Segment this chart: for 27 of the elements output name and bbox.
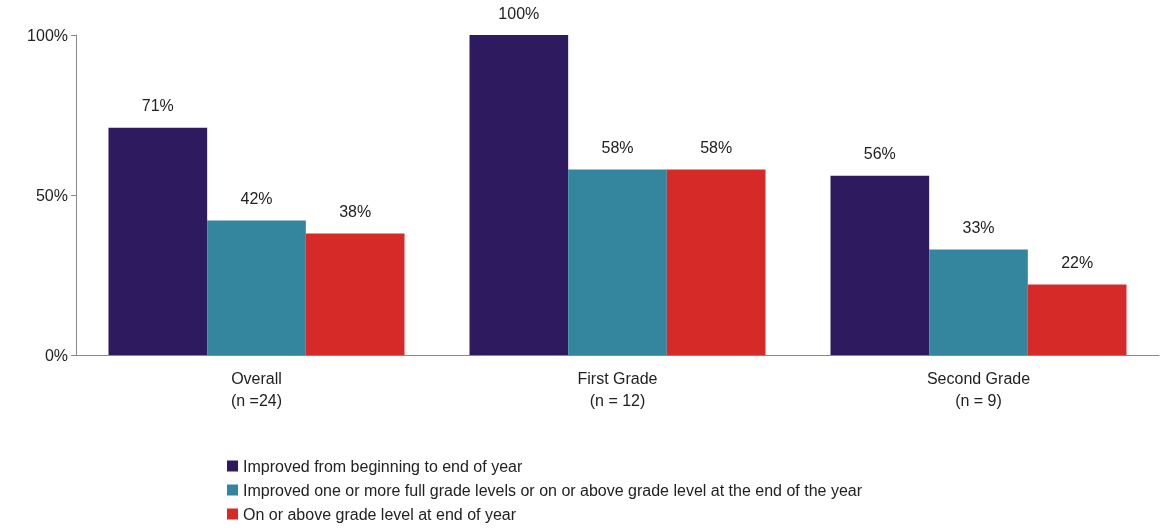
- data-label: 33%: [962, 218, 995, 236]
- bar: [830, 175, 930, 355]
- data-label: 58%: [700, 138, 733, 156]
- data-label: 22%: [1061, 254, 1094, 272]
- x-tick-label: Second Grade (n = 9): [926, 369, 1031, 409]
- y-tick-label: 50%: [35, 186, 68, 204]
- data-label: 56%: [863, 145, 896, 163]
- bar: [305, 233, 405, 355]
- bar: [568, 169, 667, 355]
- data-label: 42%: [240, 190, 273, 208]
- data-label: 100%: [498, 4, 540, 22]
- legend-label: Improved one or more full grade levels or on or above grade level at the end of the year: [243, 481, 863, 499]
- legend-label: Improved from beginning to end of year: [243, 457, 523, 475]
- bar: [108, 127, 208, 355]
- bar: [469, 35, 569, 355]
- data-label: 71%: [141, 97, 174, 115]
- x-tick-label: First Grade (n = 12): [577, 369, 658, 409]
- legend-label: On or above grade level at end of year: [243, 505, 517, 523]
- y-tick-label: 0%: [44, 346, 68, 364]
- bar: [207, 220, 306, 355]
- bar: [666, 169, 766, 355]
- bar: [1027, 284, 1127, 355]
- data-label: 38%: [339, 202, 372, 220]
- data-label: 58%: [601, 138, 634, 156]
- bar: [929, 249, 1028, 355]
- y-tick-label: 100%: [27, 26, 68, 44]
- x-tick-label: Overall (n =24): [230, 369, 283, 409]
